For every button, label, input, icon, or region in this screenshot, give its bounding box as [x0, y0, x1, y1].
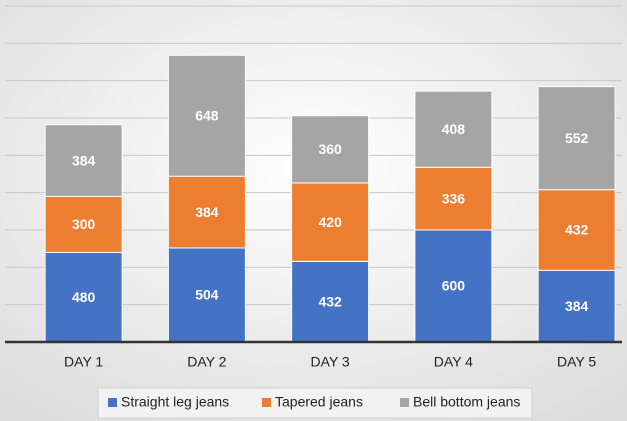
bar-segment: [167, 54, 246, 177]
bar-segment: [291, 115, 370, 184]
bar-segment: [291, 182, 370, 262]
bar-segment: [414, 90, 493, 168]
bar-segment: [167, 175, 246, 249]
data-label: 384: [72, 152, 96, 168]
legend-label: Straight leg jeans: [121, 394, 229, 410]
bars: 480 300 384 DAY 1 504 384 648 DAY 2 432 420 360 DAY…: [5, 54, 622, 370]
data-label: 480: [72, 289, 96, 305]
bar-segment: [414, 229, 493, 343]
bar-segment: [537, 189, 616, 271]
data-label: 432: [565, 222, 589, 238]
legend-swatch: [108, 398, 117, 407]
bar-segment: [537, 269, 616, 343]
data-label: 300: [72, 216, 96, 232]
data-label: 552: [565, 130, 589, 146]
data-label: 648: [195, 107, 219, 123]
bar-segment: [44, 124, 123, 197]
legend-label: Bell bottom jeans: [413, 394, 520, 410]
x-tick-label: DAY 1: [64, 354, 103, 370]
data-label: 384: [195, 204, 219, 220]
x-tick-label: DAY 3: [311, 354, 350, 370]
data-label: 600: [442, 278, 466, 294]
data-label: 432: [318, 293, 342, 309]
data-label: 360: [318, 141, 342, 157]
data-label: 504: [195, 287, 219, 303]
bar-segment: [414, 166, 493, 231]
data-label: 384: [565, 298, 589, 314]
x-tick-label: DAY 2: [187, 354, 226, 370]
bar-segment: [537, 86, 616, 191]
legend: Straight leg jeans Tapered jeans Bell bott…: [108, 394, 520, 410]
bar-segment: [44, 251, 123, 343]
x-tick-label: DAY 5: [557, 354, 596, 370]
legend-label: Tapered jeans: [275, 394, 363, 410]
data-label: 420: [318, 214, 342, 230]
data-label: 408: [442, 121, 466, 137]
x-tick-label: DAY 4: [434, 354, 473, 370]
legend-box: [97, 387, 533, 419]
legend-swatch: [262, 398, 271, 407]
data-label: 336: [442, 190, 466, 206]
legend-swatch: [400, 398, 409, 407]
